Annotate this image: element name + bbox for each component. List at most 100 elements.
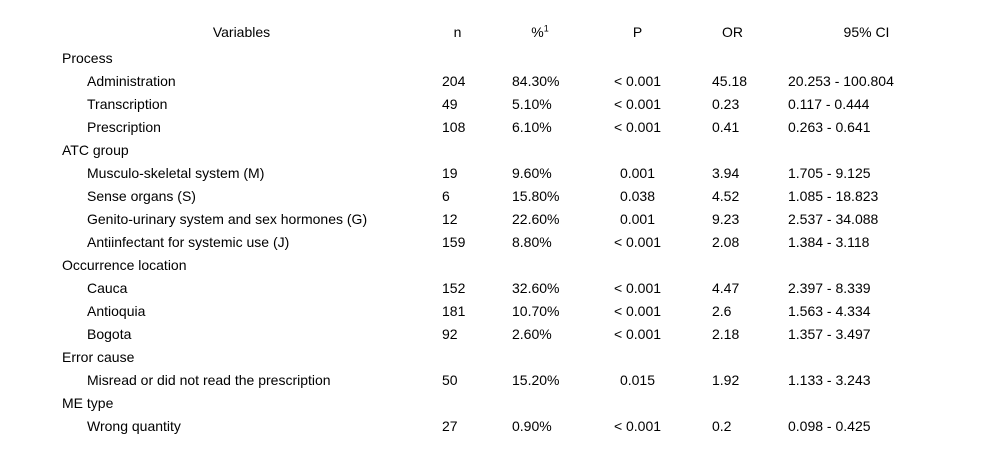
- cell-p-value: 0.038: [619, 188, 656, 204]
- column-header-variables: Variables: [212, 24, 271, 40]
- cell-p-value: 0.001: [619, 165, 656, 181]
- cell-n: 159: [442, 234, 466, 250]
- cell-percent: 2.60%: [512, 326, 552, 342]
- cell-confidence-interval: 20.253 - 100.804: [788, 73, 894, 89]
- data-row: Sense organs (S) 6 15.80% 0.038 4.52 1.085 - …: [53, 185, 948, 208]
- section-row: ME type: [53, 392, 948, 415]
- cell-variable: Administration: [87, 73, 176, 89]
- cell-percent: 8.80%: [512, 234, 552, 250]
- cell-variable: Antioquia: [87, 303, 146, 319]
- cell-odds-ratio: 1.92: [712, 372, 740, 388]
- cell-percent: 9.60%: [512, 165, 552, 181]
- cell-confidence-interval: 0.117 - 0.444: [788, 96, 870, 112]
- cell-odds-ratio: 45.18: [712, 73, 748, 89]
- data-row: Misread or did not read the prescription…: [53, 369, 948, 392]
- data-row: Antioquia 181 10.70% < 0.001 2.6 1.563 - 4.33…: [53, 300, 948, 323]
- cell-odds-ratio: 0.2: [712, 418, 732, 434]
- cell-variable: Bogota: [87, 326, 132, 342]
- cell-variable: Wrong quantity: [87, 418, 181, 434]
- cell-percent: 32.60%: [512, 280, 560, 296]
- cell-percent: 15.80%: [512, 188, 560, 204]
- cell-variable: Sense organs (S): [87, 188, 196, 204]
- cell-odds-ratio: 3.94: [712, 165, 740, 181]
- data-row: Musculo-skeletal system (M) 19 9.60% 0.001 3…: [53, 162, 948, 185]
- cell-percent: 5.10%: [512, 96, 552, 112]
- cell-n: 27: [442, 418, 458, 434]
- data-row: Prescription 108 6.10% < 0.001 0.41 0.263 - 0…: [53, 116, 948, 139]
- cell-n: 108: [442, 119, 466, 135]
- table-header-row: Variables n %1 P OR 95% CI: [53, 17, 948, 47]
- column-header-or: OR: [722, 24, 743, 40]
- data-row: Wrong quantity 27 0.90% < 0.001 0.2 0.098 - 0…: [53, 415, 948, 438]
- cell-variable: ME type: [62, 395, 114, 411]
- data-row: Bogota 92 2.60% < 0.001 2.18 1.357 - 3.497: [53, 323, 948, 346]
- cell-variable: Cauca: [87, 280, 128, 296]
- cell-percent: 0.90%: [512, 418, 552, 434]
- cell-variable: Musculo-skeletal system (M): [87, 165, 265, 181]
- cell-n: 152: [442, 280, 466, 296]
- cell-p-value: < 0.001: [613, 303, 662, 319]
- cell-confidence-interval: 1.384 - 3.118: [788, 234, 870, 250]
- section-row: ATC group: [53, 139, 948, 162]
- data-row: Administration 204 84.30% < 0.001 45.18 20.25…: [53, 70, 948, 93]
- cell-confidence-interval: 1.357 - 3.497: [788, 326, 871, 342]
- cell-confidence-interval: 2.537 - 34.088: [788, 211, 879, 227]
- cell-variable: Misread or did not read the prescription: [87, 372, 331, 388]
- cell-percent: 15.20%: [512, 372, 560, 388]
- cell-variable: ATC group: [62, 142, 129, 158]
- data-row: Cauca 152 32.60% < 0.001 4.47 2.397 - 8.339: [53, 277, 948, 300]
- cell-n: 204: [442, 73, 466, 89]
- cell-confidence-interval: 1.085 - 18.823: [788, 188, 879, 204]
- cell-n: 6: [442, 188, 450, 204]
- cell-p-value: < 0.001: [613, 234, 662, 250]
- data-row: Antiinfectant for systemic use (J) 159 8.8…: [53, 231, 948, 254]
- cell-n: 49: [442, 96, 458, 112]
- column-header-ci: 95% CI: [843, 24, 890, 40]
- cell-variable: Genito-urinary system and sex hormones (…: [87, 211, 368, 227]
- table-bottom-rule: [53, 442, 948, 444]
- cell-percent: 10.70%: [512, 303, 560, 319]
- cell-confidence-interval: 1.705 - 9.125: [788, 165, 871, 181]
- section-row: Error cause: [53, 346, 948, 369]
- cell-confidence-interval: 1.133 - 3.243: [788, 372, 871, 388]
- table-body: Process Administration 204 84.30% < 0.001 45.…: [53, 47, 948, 438]
- cell-percent: 84.30%: [512, 73, 560, 89]
- cell-odds-ratio: 4.47: [712, 280, 740, 296]
- cell-percent: 6.10%: [512, 119, 552, 135]
- cell-p-value: < 0.001: [613, 326, 662, 342]
- cell-odds-ratio: 2.18: [712, 326, 740, 342]
- cell-n: 181: [442, 303, 466, 319]
- cell-variable: Process: [62, 50, 113, 66]
- cell-variable: Occurrence location: [62, 257, 187, 273]
- cell-variable: Antiinfectant for systemic use (J): [87, 234, 290, 250]
- cell-odds-ratio: 4.52: [712, 188, 740, 204]
- column-header-percent: %1: [485, 17, 595, 47]
- data-row: Transcription 49 5.10% < 0.001 0.23 0.117 - 0…: [53, 93, 948, 116]
- cell-odds-ratio: 2.6: [712, 303, 732, 319]
- cell-odds-ratio: 0.23: [712, 96, 740, 112]
- cell-odds-ratio: 0.41: [712, 119, 740, 135]
- cell-variable: Transcription: [87, 96, 168, 112]
- cell-p-value: < 0.001: [613, 73, 662, 89]
- cell-p-value: < 0.001: [613, 119, 662, 135]
- cell-p-value: 0.015: [619, 372, 656, 388]
- cell-n: 12: [442, 211, 458, 227]
- cell-percent: 22.60%: [512, 211, 560, 227]
- cell-p-value: < 0.001: [613, 418, 662, 434]
- cell-confidence-interval: 0.263 - 0.641: [788, 119, 871, 135]
- cell-variable: Prescription: [87, 119, 161, 135]
- cell-p-value: < 0.001: [613, 280, 662, 296]
- cell-n: 19: [442, 165, 458, 181]
- section-row: Occurrence location: [53, 254, 948, 277]
- cell-n: 50: [442, 372, 458, 388]
- section-row: Process: [53, 47, 948, 70]
- cell-p-value: < 0.001: [613, 96, 662, 112]
- cell-odds-ratio: 9.23: [712, 211, 740, 227]
- cell-odds-ratio: 2.08: [712, 234, 740, 250]
- column-header-n: n: [453, 24, 462, 40]
- cell-p-value: 0.001: [619, 211, 656, 227]
- cell-confidence-interval: 0.098 - 0.425: [788, 418, 871, 434]
- percent-symbol: %: [531, 24, 544, 40]
- cell-n: 92: [442, 326, 458, 342]
- percent-footnote-marker: 1: [543, 23, 549, 34]
